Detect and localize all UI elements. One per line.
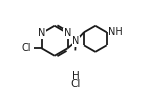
Text: N: N — [72, 36, 79, 46]
Text: NH: NH — [108, 27, 123, 37]
Text: Cl: Cl — [71, 79, 81, 89]
Text: N: N — [64, 28, 71, 38]
Text: Cl: Cl — [22, 43, 31, 53]
Text: H: H — [72, 71, 80, 81]
Text: N: N — [38, 28, 45, 38]
